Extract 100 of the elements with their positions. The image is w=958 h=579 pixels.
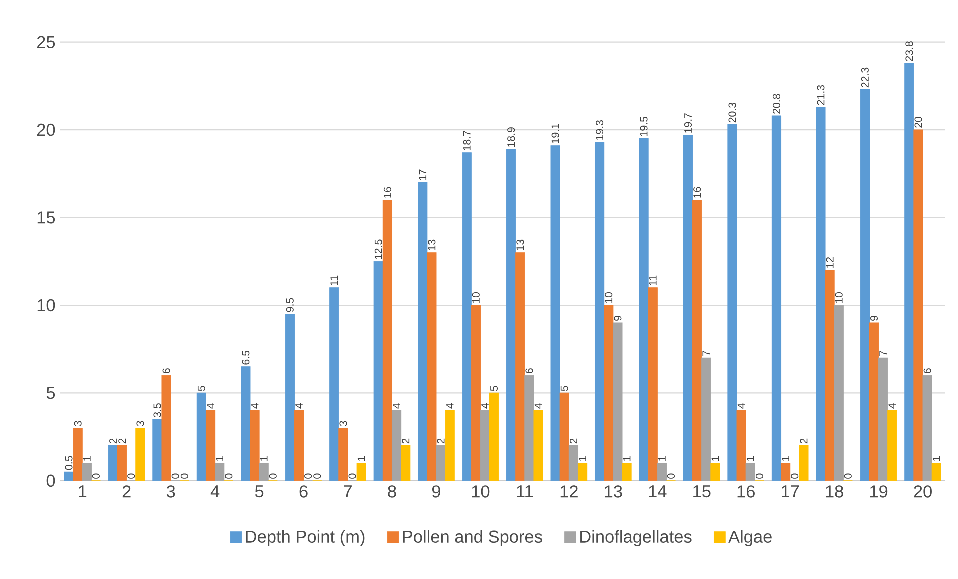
bar xyxy=(710,462,720,482)
bar xyxy=(772,116,782,482)
bar xyxy=(746,462,756,482)
data-label: 0 xyxy=(172,474,180,479)
bar xyxy=(816,106,826,482)
data-label: 0 xyxy=(348,474,356,479)
bar xyxy=(932,462,942,482)
x-tick-label: 13 xyxy=(605,485,622,498)
data-label: 4 xyxy=(888,403,896,409)
data-label: 2 xyxy=(570,438,578,444)
data-label: 6.5 xyxy=(242,350,250,365)
data-label: 20.3 xyxy=(728,102,736,123)
data-label: 0 xyxy=(304,474,312,479)
bar xyxy=(392,410,402,482)
bar xyxy=(869,322,880,482)
bar xyxy=(728,124,738,482)
data-label: 19.5 xyxy=(640,116,648,136)
data-label: 5 xyxy=(560,386,568,392)
data-label: 2 xyxy=(437,438,445,444)
bar xyxy=(604,305,614,482)
data-label: 13 xyxy=(428,240,436,250)
data-label: 9.5 xyxy=(286,298,294,312)
data-label: 3 xyxy=(136,421,144,426)
bar xyxy=(506,148,516,482)
data-label: 2 xyxy=(402,438,410,444)
bar xyxy=(657,462,667,482)
data-label: 1 xyxy=(746,456,754,461)
bar xyxy=(136,428,146,482)
data-label: 9 xyxy=(614,316,622,321)
bar xyxy=(834,305,844,482)
bar xyxy=(568,445,579,482)
bar xyxy=(427,252,437,482)
x-tick-label: 16 xyxy=(738,485,755,498)
y-tick-label: 10 xyxy=(38,299,56,312)
bar xyxy=(516,252,526,482)
data-label: 3 xyxy=(74,421,82,426)
x-tick-label: 4 xyxy=(210,486,220,498)
data-label: 4 xyxy=(393,403,400,409)
data-label: 4 xyxy=(482,403,489,409)
bar xyxy=(904,63,914,482)
data-label: 1 xyxy=(216,456,224,461)
data-label: 6 xyxy=(526,368,534,374)
legend-label: Pollen and Spores xyxy=(403,530,542,546)
bar xyxy=(781,462,791,482)
data-label: 4 xyxy=(446,403,454,409)
data-label: 9 xyxy=(870,316,878,321)
bar xyxy=(550,145,560,482)
bar xyxy=(578,462,588,482)
data-label: 23.8 xyxy=(906,41,914,62)
data-label: 2 xyxy=(800,438,808,444)
bar xyxy=(480,410,490,482)
data-label: 3.5 xyxy=(154,403,162,418)
bar xyxy=(648,288,658,482)
data-label: 18.7 xyxy=(463,131,471,150)
bar xyxy=(64,472,74,482)
bar xyxy=(922,375,932,482)
x-tick-label: 12 xyxy=(560,485,578,498)
bar xyxy=(206,410,216,482)
legend-label: Algae xyxy=(728,530,772,546)
data-label: 1 xyxy=(579,456,586,461)
data-label: 4 xyxy=(738,403,746,409)
data-label: 1 xyxy=(932,456,940,461)
data-label: 18.9 xyxy=(508,127,516,147)
data-label: 1 xyxy=(260,456,268,461)
data-label: 19.7 xyxy=(684,113,692,133)
bar xyxy=(338,428,348,482)
x-tick-label: 7 xyxy=(344,486,352,498)
data-label: 7 xyxy=(880,351,887,356)
data-label: 2 xyxy=(110,438,117,444)
data-label: 4 xyxy=(207,403,214,409)
x-tick-label: 3 xyxy=(166,485,176,498)
bar xyxy=(418,182,428,482)
bar xyxy=(108,445,118,482)
bar xyxy=(594,142,605,482)
data-label: 12 xyxy=(826,257,834,268)
bar xyxy=(215,462,225,482)
data-label: 17 xyxy=(419,170,427,180)
data-label: 3 xyxy=(340,421,348,426)
x-tick-label: 20 xyxy=(914,485,932,498)
x-tick-label: 19 xyxy=(870,485,888,498)
bar xyxy=(294,410,304,482)
data-label: 19.1 xyxy=(552,124,560,144)
data-label: 22.3 xyxy=(861,68,869,88)
bar xyxy=(736,410,746,482)
bar xyxy=(622,462,632,482)
data-label: 13 xyxy=(516,240,524,250)
data-label: 11 xyxy=(649,276,657,286)
data-label: 7 xyxy=(702,351,710,356)
bar xyxy=(118,445,128,482)
data-label: 0 xyxy=(225,474,233,479)
x-tick-label: 17 xyxy=(782,486,800,498)
data-label: 12.5 xyxy=(374,240,382,260)
data-label: 4 xyxy=(534,403,542,409)
data-label: 6 xyxy=(924,368,932,374)
data-label: 5 xyxy=(490,386,498,392)
bar xyxy=(356,462,366,482)
x-tick-label: 1 xyxy=(79,486,87,498)
bar xyxy=(241,366,251,482)
bar xyxy=(162,375,172,482)
bar xyxy=(524,375,534,482)
